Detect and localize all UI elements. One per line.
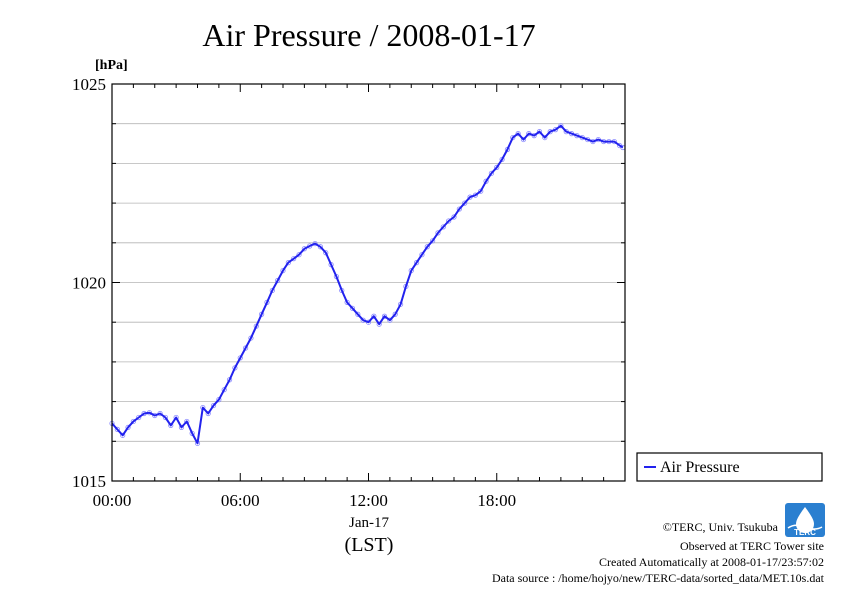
data-point xyxy=(435,230,441,236)
x-tick-label: 00:00 xyxy=(93,491,132,510)
y-tick-label: 1025 xyxy=(72,75,106,94)
data-point xyxy=(499,156,505,163)
y-axis-unit-label: [hPa] xyxy=(95,58,128,73)
legend: Air Pressure xyxy=(636,452,823,482)
data-point xyxy=(205,410,211,417)
data-point xyxy=(483,178,489,184)
data-point xyxy=(488,170,495,176)
terc-logo: TERC xyxy=(785,503,825,537)
data-point xyxy=(120,432,126,438)
data-point xyxy=(242,345,249,351)
y-axis-ticks: 1015 1020 1025 xyxy=(72,75,625,491)
wave-icon xyxy=(787,524,823,530)
data-point xyxy=(381,313,388,319)
logo-text: TERC xyxy=(794,528,816,537)
observed-text: Observed at TERC Tower site xyxy=(680,539,824,553)
x-axis-date-label: Jan-17 xyxy=(349,515,389,531)
data-point xyxy=(520,136,527,143)
data-point xyxy=(125,424,131,431)
data-point xyxy=(130,418,136,425)
y-tick-label: 1020 xyxy=(72,274,106,293)
data-point xyxy=(376,321,382,327)
data-point xyxy=(136,414,142,421)
plot-area: 1015 1020 1025 00:00 06:00 12:00 18:00 xyxy=(72,75,626,510)
data-point xyxy=(173,414,179,421)
data-point xyxy=(280,267,286,274)
data-source-text: Data source : /home/hojyo/new/TERC-data/… xyxy=(492,571,825,585)
copyright-text: ©TERC, Univ. Tsukuba xyxy=(663,520,779,534)
data-point xyxy=(413,260,420,266)
legend-box xyxy=(636,452,823,482)
data-point xyxy=(456,206,462,212)
data-point xyxy=(542,134,548,141)
data-point xyxy=(424,244,430,250)
data-point xyxy=(478,188,484,194)
data-point xyxy=(237,355,243,361)
data-point xyxy=(291,256,297,262)
data-point xyxy=(296,252,302,258)
data-point xyxy=(430,238,436,244)
data-point xyxy=(178,424,185,431)
data-point xyxy=(451,214,457,220)
data-point xyxy=(221,387,227,393)
created-text: Created Automatically at 2008-01-17/23:5… xyxy=(599,555,824,569)
data-point xyxy=(440,224,446,230)
data-point xyxy=(210,402,217,409)
x-tick-label: 18:00 xyxy=(477,491,516,510)
data-point xyxy=(285,260,291,266)
data-point xyxy=(371,313,377,319)
data-point xyxy=(355,311,361,317)
data-point xyxy=(446,218,452,224)
data-point xyxy=(114,426,120,432)
data-point xyxy=(216,397,222,403)
data-point xyxy=(536,129,543,135)
x-tick-label: 12:00 xyxy=(349,491,388,510)
data-point xyxy=(349,305,356,311)
chart-title: Air Pressure / 2008-01-17 xyxy=(202,17,535,53)
data-point xyxy=(387,317,393,323)
data-point xyxy=(462,200,468,206)
x-axis-label: (LST) xyxy=(345,534,394,556)
data-point xyxy=(419,252,425,258)
data-point xyxy=(392,311,398,317)
legend-entry-air-pressure: Air Pressure xyxy=(660,459,740,476)
data-point xyxy=(168,422,174,429)
data-point xyxy=(494,164,500,170)
data-point xyxy=(317,244,324,250)
data-point xyxy=(558,123,564,129)
data-point xyxy=(275,277,281,284)
series-markers xyxy=(109,123,626,446)
water-drop-icon xyxy=(796,507,814,533)
series-line-air-pressure xyxy=(111,124,624,445)
x-tick-label: 06:00 xyxy=(221,491,260,510)
y-tick-label: 1015 xyxy=(72,472,106,491)
x-axis-ticks: 00:00 06:00 12:00 18:00 xyxy=(93,84,626,510)
data-point xyxy=(515,131,521,137)
data-point xyxy=(162,414,169,421)
